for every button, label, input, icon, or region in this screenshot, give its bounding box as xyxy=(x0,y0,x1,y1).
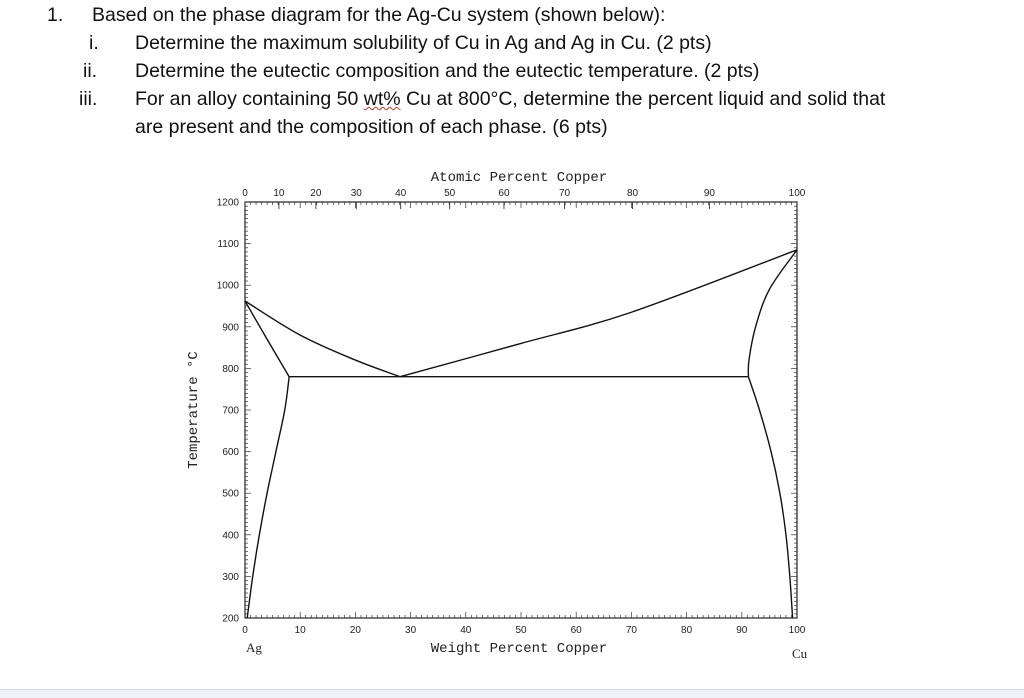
bottom-tick-label: 30 xyxy=(405,625,417,636)
top-tick-label: 60 xyxy=(498,188,510,199)
y-tick-label: 1000 xyxy=(217,281,240,292)
item-text-iii-a: For an alloy containing 50 xyxy=(135,88,364,110)
item-roman-i: i. xyxy=(89,32,99,54)
top-axis-title: Atomic Percent Copper xyxy=(431,170,607,186)
top-tick-label: 0 xyxy=(242,188,248,199)
y-tick-label: 700 xyxy=(222,406,239,417)
top-tick-label: 30 xyxy=(351,188,363,199)
y-tick-label: 200 xyxy=(222,614,239,625)
y-tick-label: 500 xyxy=(222,489,239,500)
top-tick-label: 100 xyxy=(789,188,806,199)
item-text-iii-line2: are present and the composition of each … xyxy=(135,116,608,138)
y-tick-label: 600 xyxy=(222,447,239,458)
item-text-i: Determine the maximum solubility of Cu i… xyxy=(135,32,712,54)
bottom-tick-label: 90 xyxy=(736,625,748,636)
question-intro: Based on the phase diagram for the Ag-Cu… xyxy=(92,4,666,26)
bottom-tick-label: 80 xyxy=(681,625,693,636)
axis-ticks xyxy=(244,201,798,619)
y-tick-label: 300 xyxy=(222,572,239,583)
item-text-iii: For an alloy containing 50 wt% Cu at 800… xyxy=(135,88,885,111)
item-roman-ii: ii. xyxy=(83,60,98,82)
top-tick-label: 40 xyxy=(395,188,407,199)
y-tick-label: 900 xyxy=(222,322,239,333)
spellcheck-marked-word: wt% xyxy=(363,88,401,110)
plot-border xyxy=(244,201,798,619)
phase-boundaries xyxy=(244,249,798,619)
y-axis-title: Temperature °C xyxy=(186,351,202,469)
bottom-axis-title: Weight Percent Copper xyxy=(431,641,607,657)
bottom-tick-label: 70 xyxy=(626,625,638,636)
window-bottom-bar xyxy=(0,689,1024,698)
top-tick-label: 20 xyxy=(310,188,322,199)
y-tick-label: 800 xyxy=(222,364,239,375)
bottom-tick-label: 40 xyxy=(460,625,472,636)
element-label-ag: Ag xyxy=(246,640,262,655)
y-tick-label: 400 xyxy=(222,530,239,541)
item-roman-iii: iii. xyxy=(79,88,98,110)
solvus-left-curve xyxy=(246,376,290,619)
element-label-cu: Cu xyxy=(792,646,808,661)
solidus-right-curve xyxy=(747,249,798,377)
bottom-tick-label: 100 xyxy=(789,625,806,636)
solvus-right-curve xyxy=(747,376,794,619)
y-tick-label: 1100 xyxy=(217,239,239,250)
liquidus-right-curve xyxy=(399,249,798,378)
y-tick-label: 1200 xyxy=(217,198,240,209)
plot-frame xyxy=(244,201,798,619)
bottom-tick-label: 60 xyxy=(571,625,583,636)
bottom-tick-label: 50 xyxy=(515,625,527,636)
top-tick-label: 90 xyxy=(704,188,716,199)
top-tick-label: 10 xyxy=(273,188,285,199)
item-text-iii-b: Cu at 800°C, determine the percent liqui… xyxy=(400,88,886,110)
top-tick-label: 80 xyxy=(627,188,639,199)
bottom-tick-label: 0 xyxy=(242,625,248,636)
top-tick-label: 50 xyxy=(444,188,456,199)
top-tick-label: 70 xyxy=(559,188,571,199)
bottom-tick-label: 10 xyxy=(295,625,307,636)
solidus-left-curve xyxy=(244,300,290,378)
liquidus-left-curve xyxy=(244,300,401,378)
item-text-ii: Determine the eutectic composition and t… xyxy=(135,60,760,82)
question-number: 1. xyxy=(47,4,64,26)
bottom-tick-label: 20 xyxy=(350,625,362,636)
